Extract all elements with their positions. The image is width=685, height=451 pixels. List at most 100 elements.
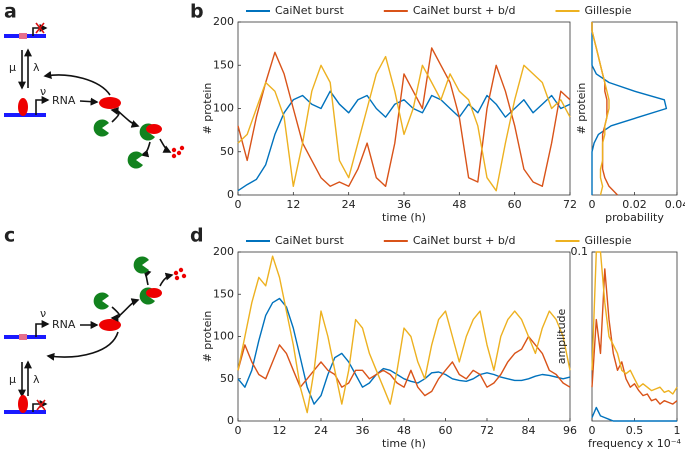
panel-label: a bbox=[4, 1, 17, 23]
y-tick-label: 150 bbox=[213, 58, 234, 71]
y-tick-label: 0 bbox=[227, 414, 234, 427]
arrow bbox=[43, 71, 111, 96]
x-tick-label: 12 bbox=[273, 424, 287, 437]
cross bbox=[35, 22, 45, 34]
series-line bbox=[237, 255, 571, 414]
series-line bbox=[591, 406, 677, 422]
arrow bbox=[117, 110, 140, 128]
plot-frame bbox=[237, 251, 571, 422]
arrow bbox=[159, 138, 172, 153]
series-line bbox=[591, 22, 668, 195]
cross bbox=[36, 399, 46, 411]
series-line bbox=[591, 268, 678, 405]
x-tick-label: 48 bbox=[397, 424, 411, 437]
x-tick-label: 0.04 bbox=[665, 198, 685, 211]
x-tick-label: 0 bbox=[235, 424, 242, 437]
x-tick-label: 0.02 bbox=[622, 198, 647, 211]
rna-label: RNA bbox=[52, 318, 76, 331]
series-line bbox=[591, 22, 610, 196]
arrow bbox=[110, 107, 120, 123]
x-tick-label: 0 bbox=[589, 198, 596, 211]
protease bbox=[93, 119, 109, 137]
y-axis-label: amplitude bbox=[555, 308, 568, 364]
series-line bbox=[237, 90, 571, 192]
x-tick-label: 84 bbox=[522, 424, 536, 437]
arrow bbox=[35, 96, 50, 115]
y-axis-label: # protein bbox=[201, 311, 214, 363]
activator bbox=[18, 98, 28, 116]
legend-label: CaiNet burst bbox=[275, 234, 344, 247]
x-axis-label: probability bbox=[605, 211, 664, 224]
arrow bbox=[32, 24, 48, 36]
x-axis-label: frequency x 10⁻⁴ bbox=[588, 437, 681, 450]
arrow bbox=[159, 272, 174, 287]
diagram-c: ν RNA μ λ bbox=[4, 256, 187, 414]
series-line bbox=[591, 251, 678, 395]
rate-label: ν bbox=[40, 85, 46, 98]
protease bbox=[93, 292, 109, 310]
arrow bbox=[35, 320, 50, 337]
y-tick-label: 200 bbox=[213, 15, 234, 28]
arrow bbox=[117, 298, 140, 318]
x-tick-label: 60 bbox=[439, 424, 453, 437]
rate-label: μ bbox=[9, 61, 16, 74]
x-tick-label: 0 bbox=[235, 198, 242, 211]
x-tick-label: 72 bbox=[563, 198, 577, 211]
x-tick-label: 24 bbox=[314, 424, 328, 437]
arrow bbox=[140, 141, 151, 158]
panel-label: d bbox=[190, 225, 204, 247]
legend-label: CaiNet burst + b/d bbox=[413, 234, 516, 247]
y-tick-label: 50 bbox=[220, 372, 234, 385]
x-tick-label: 24 bbox=[342, 198, 356, 211]
fragments bbox=[171, 145, 185, 159]
y-tick-label: 100 bbox=[213, 330, 234, 343]
y-tick-label: 100 bbox=[213, 102, 234, 115]
protein bbox=[99, 97, 121, 109]
protease bbox=[133, 256, 149, 274]
series-line bbox=[237, 47, 571, 187]
rate-label: λ bbox=[33, 373, 40, 386]
protein bbox=[99, 319, 121, 331]
y-tick-label: 200 bbox=[213, 245, 234, 258]
activator bbox=[18, 395, 28, 413]
protein bbox=[146, 124, 162, 134]
rate-label: μ bbox=[9, 373, 16, 386]
rate-label: ν bbox=[40, 307, 46, 320]
diagram-a: μ λ ν RNA bbox=[4, 22, 185, 169]
gene-site bbox=[19, 334, 27, 340]
x-axis-label: time (h) bbox=[382, 437, 426, 450]
rate-label: λ bbox=[33, 61, 40, 74]
x-tick-label: 60 bbox=[508, 198, 522, 211]
y-tick-label: 0 bbox=[227, 188, 234, 201]
x-axis-label: time (h) bbox=[382, 211, 426, 224]
series-line bbox=[237, 297, 571, 405]
x-tick-label: 72 bbox=[480, 424, 494, 437]
y-tick-label: 150 bbox=[213, 287, 234, 300]
legend-label: CaiNet burst bbox=[275, 4, 344, 17]
series-line bbox=[237, 335, 571, 397]
x-tick-label: 12 bbox=[286, 198, 300, 211]
rna-label: RNA bbox=[52, 94, 76, 107]
legend-label: CaiNet burst + b/d bbox=[413, 4, 516, 17]
legend-label: Gillespie bbox=[585, 234, 632, 247]
x-tick-label: 1 bbox=[674, 424, 681, 437]
panel-label: c bbox=[4, 225, 15, 247]
gene-site bbox=[19, 33, 27, 39]
x-tick-label: 0 bbox=[589, 424, 596, 437]
panel-label: b bbox=[190, 1, 204, 23]
y-tick-label: 50 bbox=[220, 145, 234, 158]
y-axis-label: # protein bbox=[201, 83, 214, 135]
series-line bbox=[237, 55, 571, 192]
arrow bbox=[46, 331, 119, 361]
x-tick-label: 0.5 bbox=[626, 424, 644, 437]
x-tick-label: 36 bbox=[397, 198, 411, 211]
legend-label: Gillespie bbox=[585, 4, 632, 17]
protein bbox=[146, 288, 162, 298]
x-tick-label: 36 bbox=[356, 424, 370, 437]
y-tick-label: 0.1 bbox=[571, 245, 589, 258]
x-tick-label: 48 bbox=[452, 198, 466, 211]
fragments bbox=[173, 267, 187, 281]
arrow bbox=[79, 97, 99, 106]
protease bbox=[127, 151, 143, 169]
